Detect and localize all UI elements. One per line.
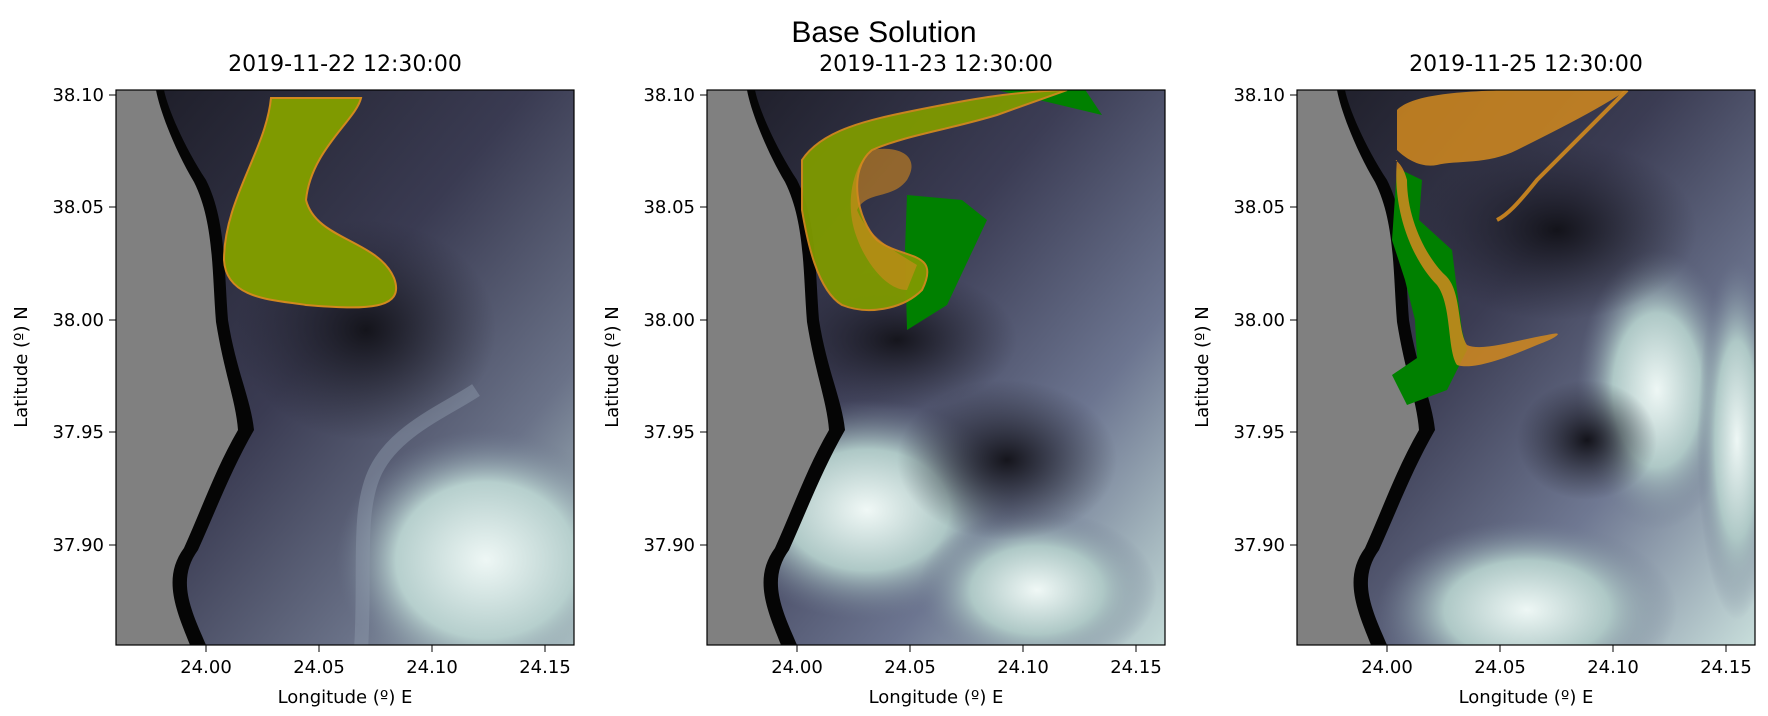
x-ticks: 24.00 24.05 24.10 24.15 (180, 645, 571, 678)
x-tick-label: 24.10 (1587, 657, 1639, 678)
sea-dark-eddy (1417, 140, 1697, 320)
panel-title: 2019-11-25 12:30:00 (1409, 52, 1643, 77)
x-tick-label: 24.10 (406, 657, 458, 678)
x-tick-label: 24.15 (1700, 657, 1752, 678)
y-tick-label: 37.95 (52, 422, 104, 443)
y-tick-label: 38.05 (1233, 197, 1285, 218)
x-tick-label: 24.10 (997, 657, 1049, 678)
land (116, 90, 238, 645)
axes-frame (1296, 89, 1756, 646)
panel-title: 2019-11-22 12:30:00 (228, 52, 462, 77)
y-tick-label: 37.95 (1233, 422, 1285, 443)
y-axis-label: Latitude (º) N (1192, 306, 1213, 428)
y-tick-label: 37.95 (643, 422, 695, 443)
sea-dark-eddy (777, 270, 1017, 410)
sea-light-region (917, 510, 1157, 645)
predicted-slick (1395, 160, 1558, 367)
y-ticks: 38.10 38.05 38.00 37.95 37.90 (52, 85, 116, 556)
y-axis-label: Latitude (º) N (602, 306, 623, 428)
sea-dark-eddy (1517, 380, 1657, 500)
x-axis-label: Longitude (º) E (278, 687, 413, 708)
x-tick-label: 24.05 (1474, 657, 1526, 678)
y-tick-label: 38.00 (643, 310, 695, 331)
x-tick-label: 24.00 (771, 657, 823, 678)
x-ticks: 24.00 24.05 24.10 24.15 (771, 645, 1162, 678)
x-tick-label: 24.00 (180, 657, 232, 678)
y-tick-label: 37.90 (52, 535, 104, 556)
x-tick-label: 24.15 (519, 657, 571, 678)
x-tick-label: 24.05 (293, 657, 345, 678)
x-tick-label: 24.05 (884, 657, 936, 678)
y-tick-label: 38.00 (1233, 310, 1285, 331)
y-tick-label: 37.90 (1233, 535, 1285, 556)
map-panel-1: 2019-11-22 12:30:00 24.00 24.05 24.10 24… (11, 52, 575, 708)
figure-title: Base Solution (791, 16, 976, 49)
axes-frame (115, 89, 575, 646)
y-ticks: 38.10 38.05 38.00 37.95 37.90 (643, 85, 707, 556)
sea-light-region (1377, 520, 1677, 645)
land (707, 90, 829, 645)
y-tick-label: 38.05 (52, 197, 104, 218)
map-panel-2: 2019-11-23 12:30:00 24.00 24.05 24.10 24… (602, 52, 1166, 708)
x-ticks: 24.00 24.05 24.10 24.15 (1361, 645, 1752, 678)
land (1297, 90, 1419, 645)
map-panel-3: 2019-11-25 12:30:00 24.00 24.05 24.10 24… (1192, 52, 1756, 708)
sea-light-region (336, 430, 574, 645)
sea-dark-eddy (897, 380, 1117, 540)
y-tick-label: 38.10 (643, 85, 695, 106)
predicted-slick (1496, 90, 1629, 222)
sea-light-region (1697, 260, 1755, 620)
axes-frame (706, 89, 1166, 646)
y-tick-label: 37.90 (643, 535, 695, 556)
x-tick-label: 24.15 (1110, 657, 1162, 678)
x-axis-label: Longitude (º) E (869, 687, 1004, 708)
predicted-slick (850, 148, 917, 290)
observed-slick (905, 195, 987, 330)
panel-title: 2019-11-23 12:30:00 (819, 52, 1053, 77)
y-tick-label: 38.05 (643, 197, 695, 218)
y-tick-label: 38.10 (1233, 85, 1285, 106)
oil-slick-overlap (222, 97, 397, 309)
x-tick-label: 24.00 (1361, 657, 1413, 678)
y-tick-label: 38.10 (52, 85, 104, 106)
sea-filament (354, 384, 480, 645)
y-ticks: 38.10 38.05 38.00 37.95 37.90 (1233, 85, 1297, 556)
predicted-slick (1397, 90, 1627, 166)
x-axis-label: Longitude (º) E (1459, 687, 1594, 708)
y-tick-label: 38.00 (52, 310, 104, 331)
y-axis-label: Latitude (º) N (11, 306, 32, 428)
